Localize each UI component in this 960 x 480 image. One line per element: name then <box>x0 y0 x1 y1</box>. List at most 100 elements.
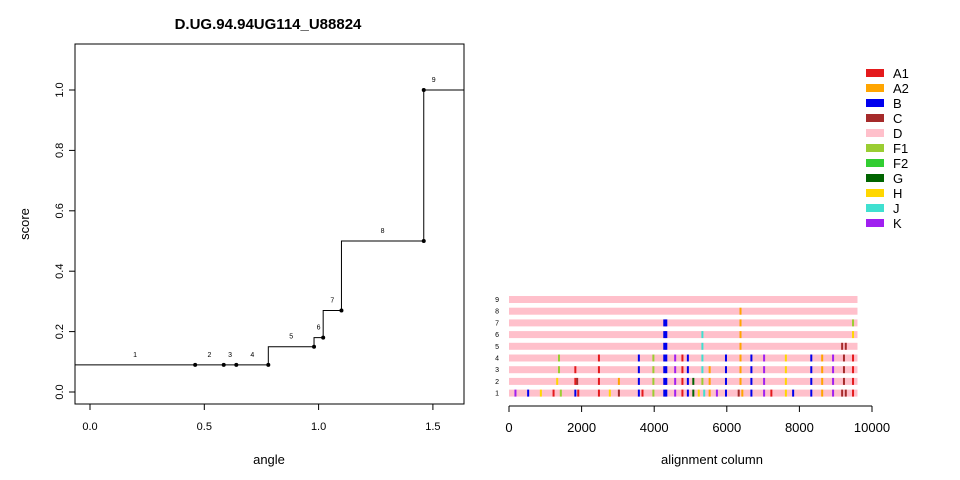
track-label: 1 <box>495 391 499 398</box>
legend-item: F2 <box>866 156 908 171</box>
track-segment <box>652 389 655 397</box>
track-segment <box>763 389 766 397</box>
track-segment <box>810 389 813 397</box>
track-segment <box>810 354 813 362</box>
track-segment <box>763 366 766 374</box>
track-background <box>509 319 858 327</box>
legend-item: G <box>866 171 903 186</box>
track-segment <box>539 389 542 397</box>
track-segment <box>852 389 855 397</box>
track-segment <box>832 354 835 362</box>
x-axis: 0.0 0.5 1.0 1.5 <box>82 404 441 433</box>
track-segment <box>663 354 666 362</box>
track-segment <box>597 366 600 374</box>
legend-item: A2 <box>866 81 909 96</box>
track-segment <box>652 377 655 385</box>
y-tick-label: 0.8 <box>54 143 66 158</box>
score-vs-angle-plot: D.UG.94.94UG114_U88824 0.0 0.5 1.0 1.5 0.00… <box>17 16 465 467</box>
track-segment <box>674 389 677 397</box>
y-tick-label: 0.2 <box>54 324 66 339</box>
legend-item: A1 <box>866 66 909 81</box>
y-axis-label: score <box>17 208 32 240</box>
track-segment <box>527 389 530 397</box>
legend-swatch <box>866 144 884 152</box>
track-segment <box>697 389 700 397</box>
alignment-track: 7 <box>495 319 858 327</box>
legend-swatch <box>866 129 884 137</box>
track-segment <box>821 354 824 362</box>
track-segment <box>577 389 580 397</box>
track-segment <box>686 377 689 385</box>
legend-item: C <box>866 111 902 126</box>
track-segment <box>665 366 668 374</box>
track-segment <box>701 377 704 385</box>
step-point <box>421 239 426 243</box>
track-segment <box>663 342 666 350</box>
track-segment <box>784 389 787 397</box>
legend-swatch <box>866 174 884 182</box>
track-segment <box>663 366 666 374</box>
y-axis: 0.0 0.2 0.4 0.6 0.8 1.0 <box>54 82 75 400</box>
legend-item: D <box>866 126 902 141</box>
track-segment <box>576 377 579 385</box>
track-segment <box>852 319 855 327</box>
track-segment <box>739 331 742 339</box>
x-tick-label: 1.0 <box>311 421 326 433</box>
track-segment <box>724 389 727 397</box>
step-point <box>266 362 271 367</box>
track-segment <box>663 319 666 327</box>
track-segment <box>665 342 668 350</box>
track-segment <box>514 389 517 397</box>
step-point-label: 8 <box>381 228 385 235</box>
track-segment <box>597 389 600 397</box>
legend-label: C <box>893 111 902 126</box>
x-axis-label: angle <box>253 452 285 467</box>
track-segment <box>703 389 706 397</box>
track-segment <box>663 389 666 397</box>
track-label: 3 <box>495 367 499 374</box>
track-segment <box>708 366 711 374</box>
track-segment <box>641 389 644 397</box>
track-segment <box>701 342 704 350</box>
track-background <box>509 331 858 339</box>
track-segment <box>665 331 668 339</box>
step-point-label: 3 <box>228 352 232 359</box>
step-point <box>221 362 226 367</box>
track-segment <box>686 389 689 397</box>
track-segment <box>552 389 555 397</box>
track-segment <box>663 331 666 339</box>
alignment-x-tick-label: 6000 <box>712 420 741 435</box>
track-segment <box>763 354 766 362</box>
track-segment <box>792 389 795 397</box>
track-segment <box>784 366 787 374</box>
track-segment <box>852 366 855 374</box>
track-segment <box>750 366 753 374</box>
legend-label: G <box>893 171 903 186</box>
track-segment <box>597 377 600 385</box>
track-segment <box>558 366 561 374</box>
track-segment <box>737 389 740 397</box>
track-segment <box>665 377 668 385</box>
alignment-track: 3 <box>495 366 858 374</box>
track-segment <box>708 389 711 397</box>
legend-swatch <box>866 204 884 212</box>
step-point-label: 7 <box>330 297 334 304</box>
track-segment <box>681 366 684 374</box>
alignment-x-tick-label: 2000 <box>567 420 596 435</box>
track-segment <box>739 354 742 362</box>
track-segment <box>637 377 640 385</box>
track-segment <box>558 354 561 362</box>
y-tick-label: 0.6 <box>54 203 66 218</box>
track-segment <box>739 342 742 350</box>
alignment-tracks: 1 2 3 4 5 6 7 8 9 <box>495 296 858 398</box>
track-segment <box>724 354 727 362</box>
track-segment <box>574 377 577 385</box>
step-points: 1 2 3 4 5 6 7 8 9 <box>133 77 436 367</box>
track-segment <box>681 389 684 397</box>
y-tick-label: 1.0 <box>54 82 66 97</box>
track-segment <box>832 389 835 397</box>
track-segment <box>724 366 727 374</box>
step-line <box>75 89 464 366</box>
alignment-plot: 1 2 3 4 5 6 7 8 9 0 2000 4000 6000 8000 10000 alignme… <box>495 296 890 467</box>
